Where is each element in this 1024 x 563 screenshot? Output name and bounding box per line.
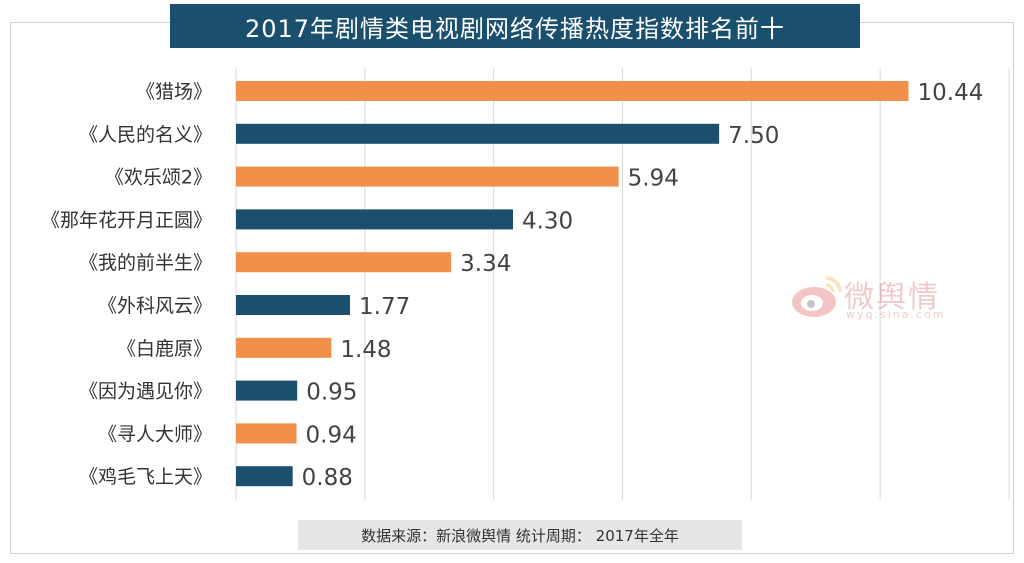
bars (236, 81, 909, 487)
bar (236, 337, 332, 358)
bar (236, 81, 909, 101)
chart-frame (10, 22, 1014, 554)
category-label: 《因为遇见你》 (79, 381, 212, 403)
value-label: 1.77 (359, 294, 410, 320)
chart-title: 2017年剧情类电视剧网络传播热度指数排名前十 (170, 4, 860, 48)
category-label: 《我的前半生》 (79, 252, 212, 274)
category-label: 《欢乐颂2》 (105, 167, 212, 189)
bar (236, 380, 298, 401)
value-label: 0.88 (302, 465, 353, 491)
value-label: 0.95 (306, 380, 357, 406)
category-label: 《鸡毛飞上天》 (79, 466, 212, 488)
category-label: 《外科风云》 (98, 295, 212, 317)
bar (236, 423, 297, 444)
bar (236, 466, 293, 487)
value-label: 1.48 (340, 337, 391, 363)
bar (236, 252, 452, 273)
category-label: 《白鹿原》 (117, 338, 212, 360)
value-label: 7.50 (728, 123, 779, 149)
value-label: 4.30 (522, 208, 573, 234)
value-label: 0.94 (306, 422, 357, 448)
bar (236, 166, 619, 187)
bar (236, 295, 351, 315)
value-label: 3.34 (460, 251, 511, 277)
category-label: 《寻人大师》 (98, 423, 212, 445)
category-label: 《猎场》 (136, 81, 212, 103)
bar (236, 209, 513, 230)
category-labels: 《猎场》《人民的名义》《欢乐颂2》《那年花开月正圆》《我的前半生》《外科风云》《… (41, 81, 212, 488)
bar (236, 123, 720, 144)
value-labels: 10.44 7.50 5.94 4.30 3.34 1.77 1.48 0.95 0.94 0.8… (302, 80, 984, 491)
category-label: 《人民的名义》 (79, 124, 212, 146)
source-note: 数据来源：新浪微舆情 统计周期： 2017年全年 (298, 520, 742, 550)
value-label: 5.94 (628, 166, 679, 192)
value-label: 10.44 (918, 80, 984, 106)
category-label: 《那年花开月正圆》 (41, 209, 212, 231)
